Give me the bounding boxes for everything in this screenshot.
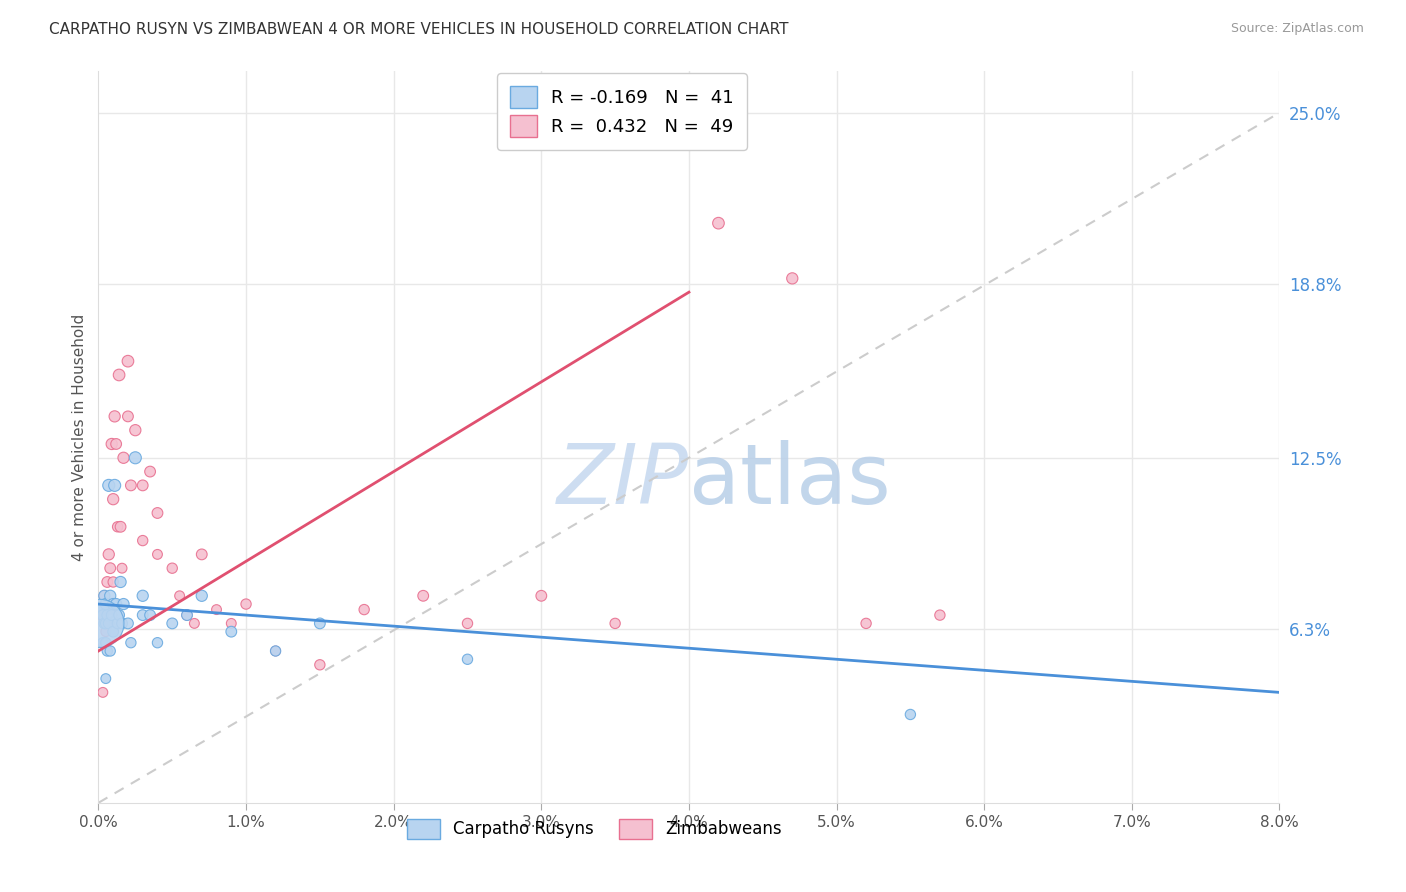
Point [98, 644, 121, 658]
Point [605, 616, 627, 631]
Point [96, 608, 118, 623]
Point [94, 597, 117, 611]
Point [117, 409, 139, 424]
Point [191, 589, 214, 603]
Point [108, 608, 131, 623]
Point [97, 478, 120, 492]
Point [457, 616, 479, 631]
Point [107, 520, 129, 534]
Point [124, 450, 146, 465]
Point [94, 616, 117, 631]
Point [111, 616, 134, 631]
Point [93, 589, 115, 603]
Point [96, 616, 118, 631]
Point [139, 608, 162, 623]
Point [108, 368, 131, 382]
Point [457, 652, 479, 666]
Point [124, 423, 146, 437]
Point [146, 636, 169, 650]
Point [112, 597, 135, 611]
Point [107, 616, 129, 631]
Point [707, 216, 730, 230]
Point [929, 608, 952, 623]
Point [100, 437, 122, 451]
Point [132, 608, 155, 623]
Point [132, 589, 155, 603]
Point [105, 437, 128, 451]
Point [235, 597, 257, 611]
Point [89, 616, 111, 631]
Point [97, 616, 120, 631]
Point [98, 561, 121, 575]
Point [176, 608, 198, 623]
Point [112, 450, 135, 465]
Point [93, 616, 115, 631]
Point [103, 574, 125, 589]
Point [132, 533, 155, 548]
Point [117, 354, 139, 368]
Point [97, 548, 120, 562]
Point [162, 616, 183, 631]
Point [94, 672, 117, 686]
Point [169, 589, 191, 603]
Point [183, 616, 205, 631]
Point [353, 602, 375, 616]
Point [221, 624, 243, 639]
Point [98, 602, 121, 616]
Point [94, 636, 117, 650]
Point [96, 574, 118, 589]
Y-axis label: 4 or more Vehicles in Household: 4 or more Vehicles in Household [72, 313, 87, 561]
Point [117, 616, 139, 631]
Point [264, 644, 287, 658]
Legend: Carpatho Rusyns, Zimbabweans: Carpatho Rusyns, Zimbabweans [399, 812, 789, 846]
Point [162, 561, 183, 575]
Point [120, 636, 142, 650]
Point [221, 616, 243, 631]
Point [103, 597, 125, 611]
Point [530, 589, 553, 603]
Point [90, 608, 112, 623]
Point [146, 548, 169, 562]
Point [103, 492, 125, 507]
Point [191, 548, 214, 562]
Text: CARPATHO RUSYN VS ZIMBABWEAN 4 OR MORE VEHICLES IN HOUSEHOLD CORRELATION CHART: CARPATHO RUSYN VS ZIMBABWEAN 4 OR MORE V… [49, 22, 789, 37]
Point [110, 574, 132, 589]
Point [205, 602, 228, 616]
Text: atlas: atlas [689, 441, 890, 522]
Point [146, 506, 169, 520]
Point [103, 624, 125, 639]
Point [264, 644, 287, 658]
Point [900, 707, 922, 722]
Point [139, 465, 162, 479]
Point [93, 589, 115, 603]
Point [855, 616, 877, 631]
Point [104, 478, 127, 492]
Point [309, 657, 332, 672]
Point [104, 409, 127, 424]
Point [100, 608, 122, 623]
Point [176, 608, 198, 623]
Point [132, 478, 155, 492]
Point [91, 636, 114, 650]
Point [782, 271, 804, 285]
Point [91, 608, 114, 623]
Point [110, 520, 132, 534]
Point [120, 478, 142, 492]
Point [309, 616, 332, 631]
Point [111, 561, 134, 575]
Text: Source: ZipAtlas.com: Source: ZipAtlas.com [1230, 22, 1364, 36]
Point [91, 685, 114, 699]
Text: ZIP: ZIP [557, 441, 689, 522]
Point [94, 597, 117, 611]
Point [90, 602, 112, 616]
Point [105, 597, 128, 611]
Point [96, 644, 118, 658]
Point [94, 624, 117, 639]
Point [98, 589, 121, 603]
Point [648, 133, 671, 147]
Point [412, 589, 434, 603]
